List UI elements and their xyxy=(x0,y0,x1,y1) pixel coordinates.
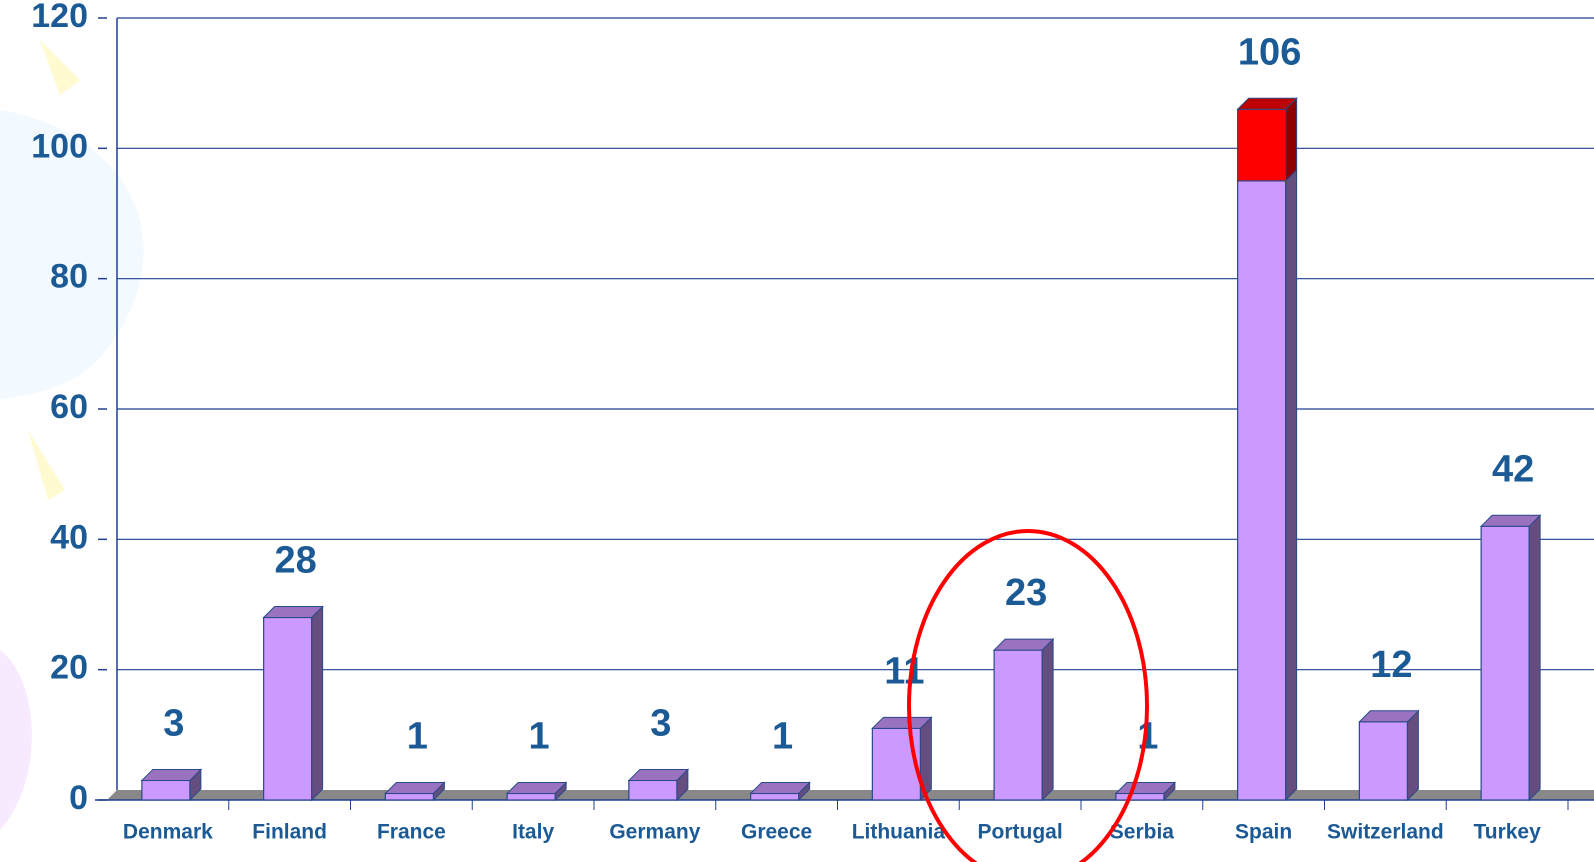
data-label: 23 xyxy=(1005,572,1047,614)
data-label: 3 xyxy=(163,702,184,744)
y-tick-label: 120 xyxy=(31,0,88,35)
data-label: 42 xyxy=(1492,448,1534,490)
bar xyxy=(872,728,920,800)
bar-top xyxy=(629,769,688,780)
bar-top xyxy=(1116,782,1175,793)
bar-side xyxy=(1529,515,1540,800)
y-tick-label: 80 xyxy=(50,258,88,296)
y-tick-label: 0 xyxy=(69,779,88,817)
bar xyxy=(1481,526,1529,800)
bar-top xyxy=(1238,98,1297,109)
bars xyxy=(142,98,1540,800)
y-tick-label: 60 xyxy=(50,388,88,426)
data-label: 106 xyxy=(1238,31,1301,73)
x-tick-label: Turkey xyxy=(1473,821,1541,844)
x-tick-label: Greece xyxy=(741,821,812,844)
bar-side xyxy=(1286,170,1297,800)
x-tick-label: Switzerland xyxy=(1327,821,1444,844)
x-tick-label: Finland xyxy=(252,821,327,844)
y-tick-label: 20 xyxy=(50,649,88,687)
bar-side xyxy=(1042,639,1053,800)
bar xyxy=(751,793,799,800)
data-label: 28 xyxy=(274,540,316,582)
x-tick-label: Italy xyxy=(512,821,554,844)
bar xyxy=(142,780,190,800)
bar xyxy=(1238,181,1286,800)
bar-top xyxy=(751,782,810,793)
x-tick-label: Serbia xyxy=(1110,821,1175,844)
bar-top xyxy=(507,782,566,793)
chart: 0 20 40 60 80 100 120 Denmark 3 Finland 28 France 1 I… xyxy=(0,0,1594,862)
data-label: 3 xyxy=(650,702,671,744)
data-label: 11 xyxy=(884,650,924,692)
y-tick-label: 100 xyxy=(31,127,88,165)
data-label: 1 xyxy=(407,716,428,758)
y-tick-label: 40 xyxy=(50,518,88,556)
bar-side xyxy=(312,607,323,800)
bar xyxy=(629,780,677,800)
bar-top xyxy=(385,782,444,793)
bar-side xyxy=(1286,98,1297,181)
bar-top xyxy=(1481,515,1540,526)
data-label: 1 xyxy=(529,716,550,758)
data-label: 12 xyxy=(1370,644,1412,686)
bar xyxy=(385,793,433,800)
bar xyxy=(264,618,312,800)
x-tick-label: Germany xyxy=(609,821,700,844)
x-tick-label: Lithuania xyxy=(852,821,946,844)
data-label: 1 xyxy=(772,716,793,758)
bar-side xyxy=(1407,711,1418,800)
bar xyxy=(1359,722,1407,800)
bar xyxy=(994,650,1042,800)
x-tick-label: Portugal xyxy=(978,821,1063,844)
labels: 0 20 40 60 80 100 120 Denmark 3 Finland 28 France 1 I… xyxy=(31,0,1541,844)
bar xyxy=(1116,793,1164,800)
x-tick-label: Denmark xyxy=(123,821,213,844)
bar xyxy=(1238,109,1286,181)
bar-top xyxy=(994,639,1053,650)
bar-top xyxy=(142,769,201,780)
x-tick-label: France xyxy=(377,821,446,844)
bar-top xyxy=(264,607,323,618)
bar xyxy=(507,793,555,800)
bar-top xyxy=(1359,711,1418,722)
x-tick-label: Spain xyxy=(1235,821,1292,844)
bar-top xyxy=(872,717,931,728)
